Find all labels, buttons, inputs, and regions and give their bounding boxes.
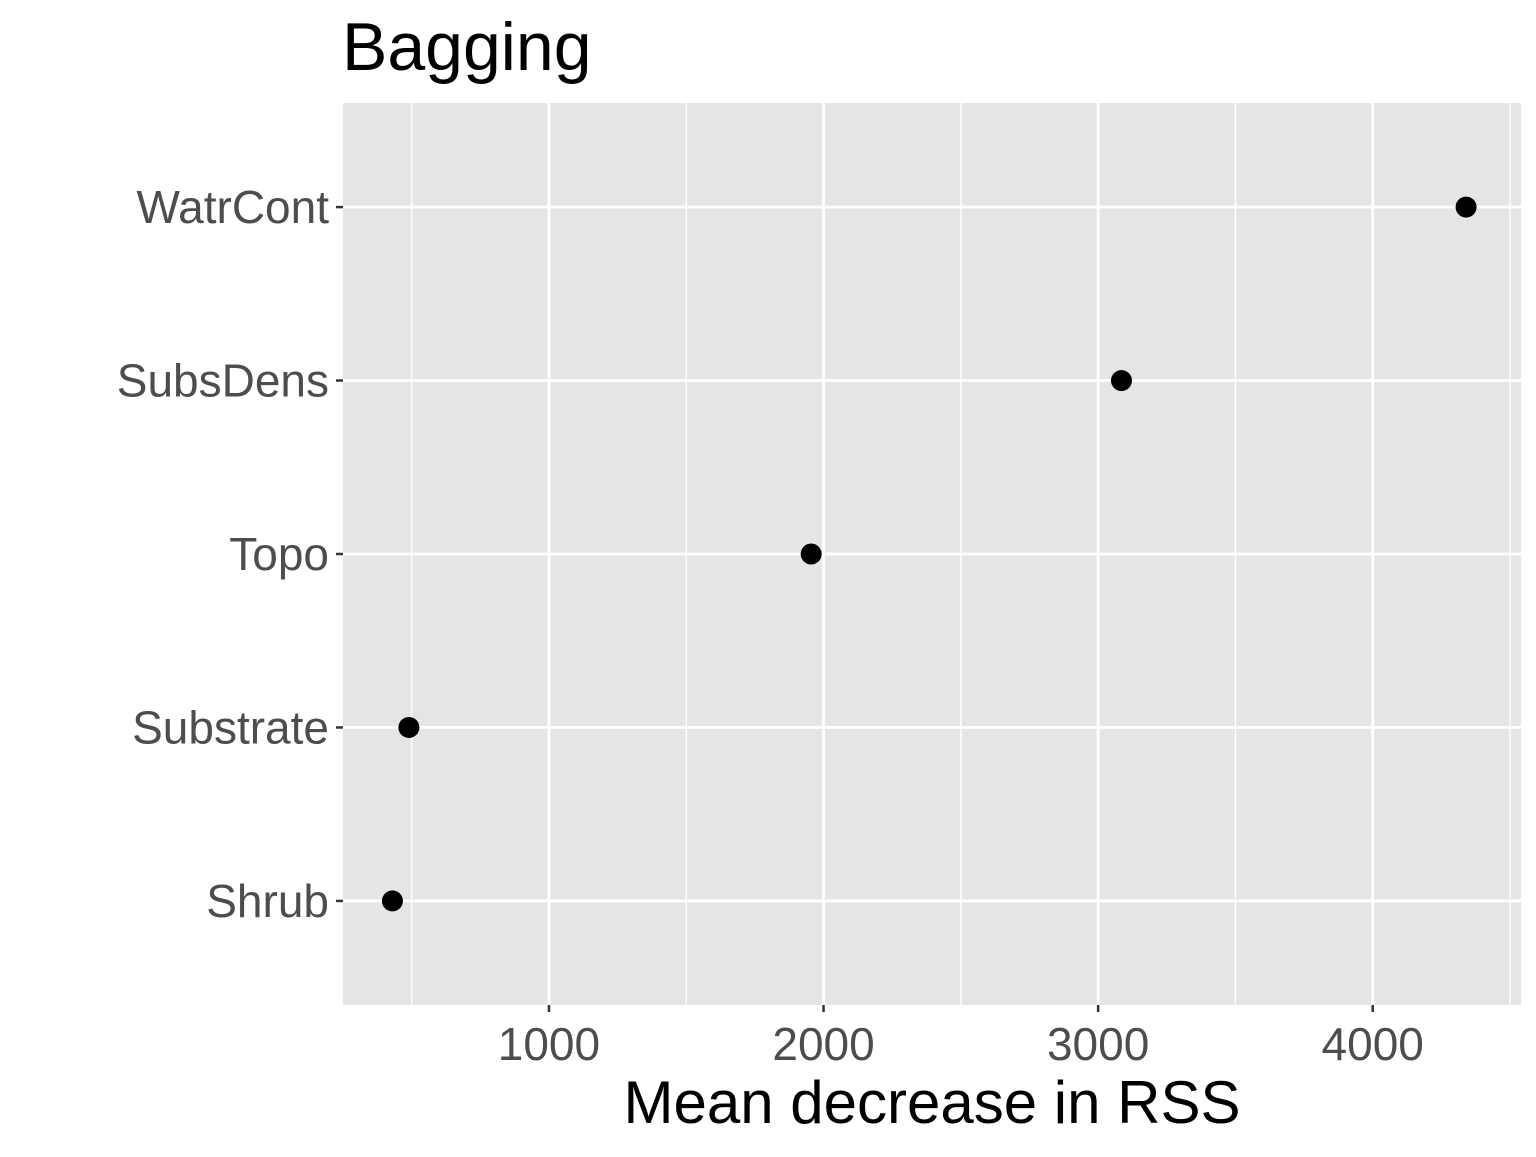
data-point-substrate [398, 716, 420, 738]
data-point-subsdens [1110, 370, 1132, 392]
y-tick-label: Topo [229, 528, 329, 580]
x-tick-label: 4000 [1322, 1018, 1424, 1070]
chart-title: Bagging [342, 9, 592, 85]
data-point-watrcont [1455, 196, 1477, 218]
data-points [381, 196, 1477, 912]
data-point-topo [800, 543, 822, 565]
y-tick-label: SubsDens [117, 355, 329, 407]
x-tick-label: 3000 [1047, 1018, 1149, 1070]
x-tick-label: 1000 [498, 1018, 600, 1070]
x-tick-label: 2000 [772, 1018, 874, 1070]
x-axis: 1000 2000 3000 4000 [498, 1005, 1424, 1070]
y-tick-label: Shrub [206, 875, 329, 927]
major-gridlines [343, 103, 1521, 1005]
y-tick-label: Substrate [132, 701, 329, 753]
y-tick-label: WatrCont [136, 181, 329, 233]
x-axis-title: Mean decrease in RSS [624, 1069, 1241, 1136]
data-point-shrub [381, 890, 403, 912]
y-axis: Shrub Substrate Topo SubsDens WatrCont [117, 181, 343, 927]
